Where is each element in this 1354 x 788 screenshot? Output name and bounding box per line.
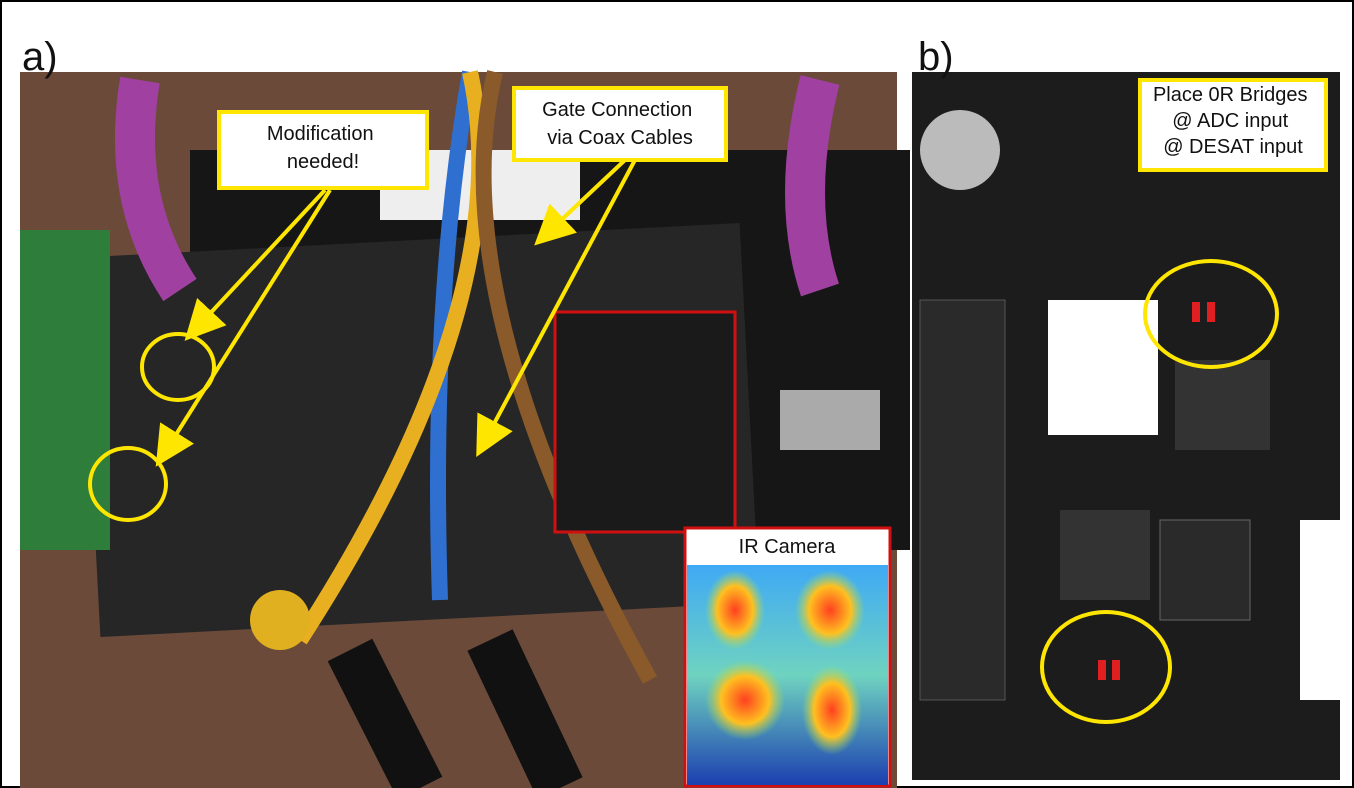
text-line: Gate Connection [542, 99, 692, 121]
text-line: Modification [267, 123, 374, 145]
photo-b [912, 72, 1340, 780]
panel-label: a) [22, 35, 58, 79]
panel-label: b) [918, 35, 954, 79]
figure: Modification needed! Gate Connection via… [0, 0, 1354, 788]
callout: Place 0R Bridges @ ADC input @ DESAT inp… [1153, 84, 1313, 158]
inset-label: IR Camera [739, 536, 837, 558]
text-line: Place 0R Bridges [1153, 84, 1308, 106]
text-line: needed! [287, 151, 359, 173]
text-line: @ ADC input [1172, 110, 1288, 132]
text-line: @ DESAT input [1163, 136, 1303, 158]
text-line: via Coax Cables [547, 127, 693, 149]
ir-inset: IR Camera [685, 528, 890, 786]
